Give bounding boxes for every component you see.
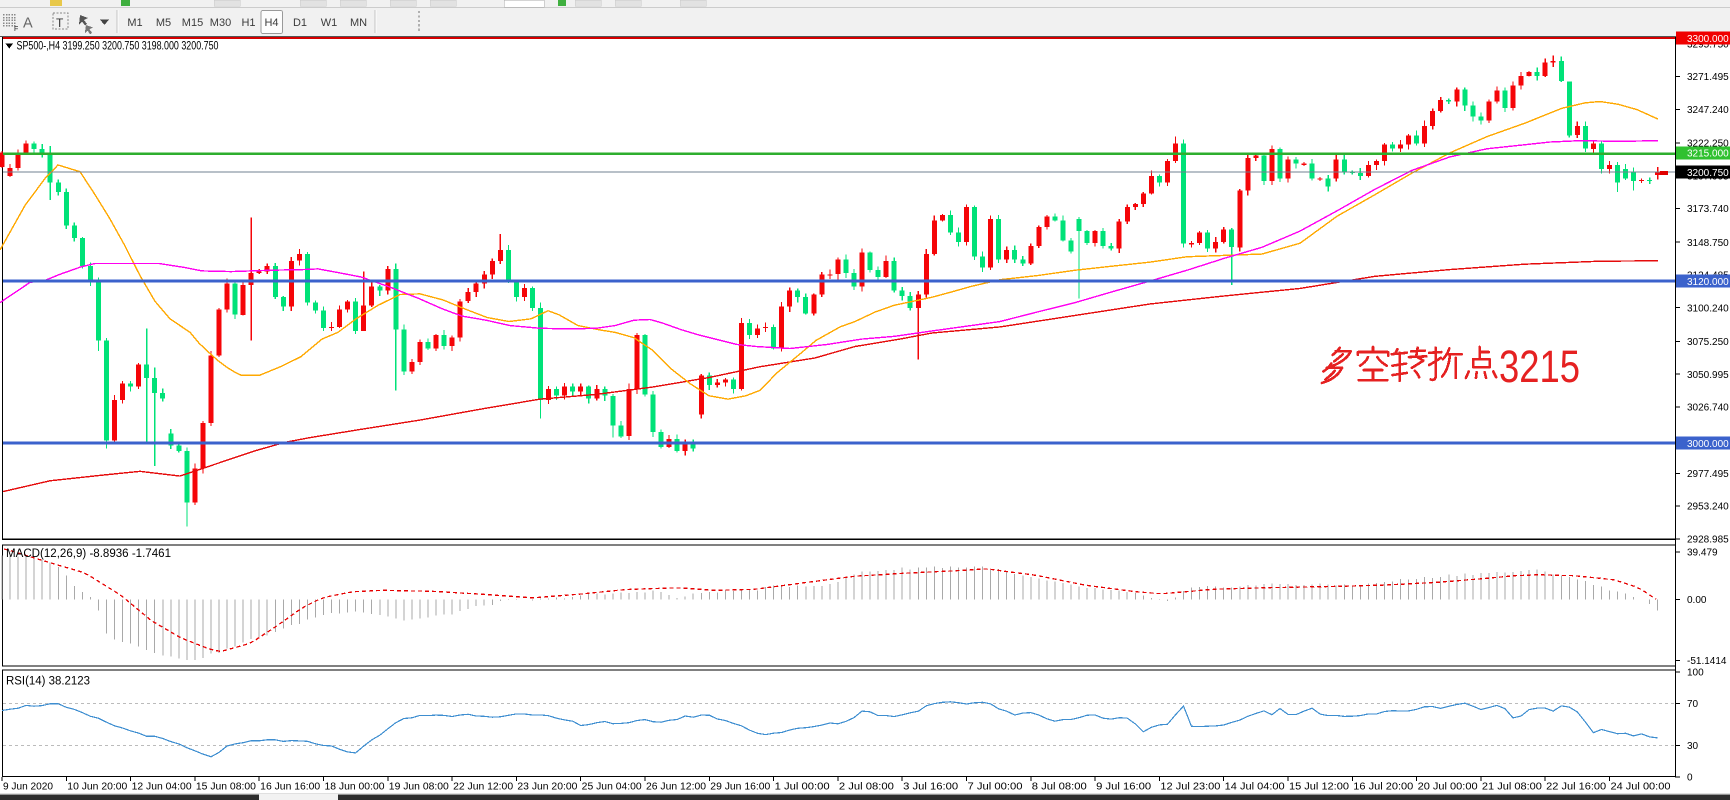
svg-text:3222.250: 3222.250	[1687, 139, 1729, 150]
svg-text:15 Jul 12:00: 15 Jul 12:00	[1289, 782, 1350, 793]
svg-text:29 Jun 16:00: 29 Jun 16:00	[710, 782, 771, 793]
svg-text:22 Jul 16:00: 22 Jul 16:00	[1546, 782, 1607, 793]
svg-text:2977.495: 2977.495	[1687, 469, 1729, 480]
svg-text:3050.995: 3050.995	[1687, 370, 1729, 381]
svg-text:20 Jul 00:00: 20 Jul 00:00	[1418, 782, 1479, 793]
svg-text:M1: M1	[127, 17, 142, 29]
svg-text:39.479: 39.479	[1687, 548, 1718, 559]
svg-text:23 Jun 20:00: 23 Jun 20:00	[517, 782, 578, 793]
svg-text:12 Jul 23:00: 12 Jul 23:00	[1160, 782, 1221, 793]
svg-text:3075.250: 3075.250	[1687, 337, 1729, 348]
svg-text:SP500-,H4 3199.250 3200.750 3: SP500-,H4 3199.250 3200.750 3198.000 320…	[17, 41, 219, 53]
svg-text:24 Jul 00:00: 24 Jul 00:00	[1611, 782, 1672, 793]
svg-text:3295.750: 3295.750	[1687, 39, 1729, 50]
svg-text:15 Jun 08:00: 15 Jun 08:00	[196, 782, 257, 793]
svg-text:M15: M15	[182, 17, 203, 29]
svg-text:19 Jun 08:00: 19 Jun 08:00	[389, 782, 450, 793]
svg-text:3247.240: 3247.240	[1687, 105, 1729, 116]
svg-text:3100.240: 3100.240	[1687, 303, 1729, 314]
svg-text:2928.985: 2928.985	[1687, 534, 1729, 545]
svg-text:D1: D1	[293, 17, 307, 29]
svg-text:25 Jun 04:00: 25 Jun 04:00	[582, 782, 643, 793]
svg-text:0.00: 0.00	[1687, 595, 1707, 606]
svg-text:9 Jun 2020: 9 Jun 2020	[3, 782, 54, 793]
svg-text:MACD(12,26,9) -8.8936 -1.7461: MACD(12,26,9) -8.8936 -1.7461	[6, 548, 171, 560]
svg-text:3173.740: 3173.740	[1687, 204, 1729, 215]
svg-text:16 Jul 20:00: 16 Jul 20:00	[1353, 782, 1414, 793]
svg-text:RSI(14) 38.2123: RSI(14) 38.2123	[6, 676, 90, 688]
svg-text:16 Jun 16:00: 16 Jun 16:00	[260, 782, 321, 793]
svg-text:3300.000: 3300.000	[1687, 34, 1729, 45]
svg-text:1 Jul 00:00: 1 Jul 00:00	[775, 782, 831, 793]
svg-text:3148.750: 3148.750	[1687, 238, 1729, 249]
svg-text:MN: MN	[350, 17, 367, 29]
svg-text:A: A	[23, 16, 33, 32]
svg-text:7 Jul 00:00: 7 Jul 00:00	[968, 782, 1024, 793]
svg-text:26 Jun 12:00: 26 Jun 12:00	[646, 782, 707, 793]
svg-text:W1: W1	[321, 17, 338, 29]
svg-text:M30: M30	[210, 17, 231, 29]
svg-text:30: 30	[1687, 741, 1699, 752]
svg-text:3 Jul 16:00: 3 Jul 16:00	[903, 782, 959, 793]
svg-text:3200.750: 3200.750	[1687, 168, 1729, 179]
svg-text:100: 100	[1687, 668, 1704, 679]
svg-text:3271.495: 3271.495	[1687, 72, 1729, 83]
svg-text:3215.000: 3215.000	[1687, 149, 1729, 160]
svg-text:70: 70	[1687, 699, 1699, 710]
svg-text:3026.740: 3026.740	[1687, 403, 1729, 414]
svg-text:8 Jul 08:00: 8 Jul 08:00	[1032, 782, 1088, 793]
svg-text:3000.000: 3000.000	[1687, 439, 1729, 450]
svg-text:3215: 3215	[1499, 341, 1580, 392]
svg-text:21 Jul 08:00: 21 Jul 08:00	[1482, 782, 1543, 793]
svg-text:18 Jun 00:00: 18 Jun 00:00	[325, 782, 386, 793]
svg-text:H4: H4	[264, 17, 278, 29]
svg-text:M5: M5	[156, 17, 171, 29]
svg-text:12 Jun 04:00: 12 Jun 04:00	[132, 782, 193, 793]
svg-text:10 Jun 20:00: 10 Jun 20:00	[67, 782, 128, 793]
svg-text:H1: H1	[241, 17, 255, 29]
svg-text:2 Jul 08:00: 2 Jul 08:00	[839, 782, 895, 793]
svg-text:0: 0	[1687, 773, 1693, 784]
svg-text:2953.240: 2953.240	[1687, 502, 1729, 513]
svg-text:14 Jul 04:00: 14 Jul 04:00	[1225, 782, 1286, 793]
svg-text:9 Jul 16:00: 9 Jul 16:00	[1096, 782, 1152, 793]
svg-text:3120.000: 3120.000	[1687, 277, 1729, 288]
svg-text:T: T	[56, 16, 64, 30]
svg-text:22 Jun 12:00: 22 Jun 12:00	[453, 782, 514, 793]
svg-text:F: F	[14, 26, 18, 33]
svg-text:-51.1414: -51.1414	[1687, 656, 1727, 667]
